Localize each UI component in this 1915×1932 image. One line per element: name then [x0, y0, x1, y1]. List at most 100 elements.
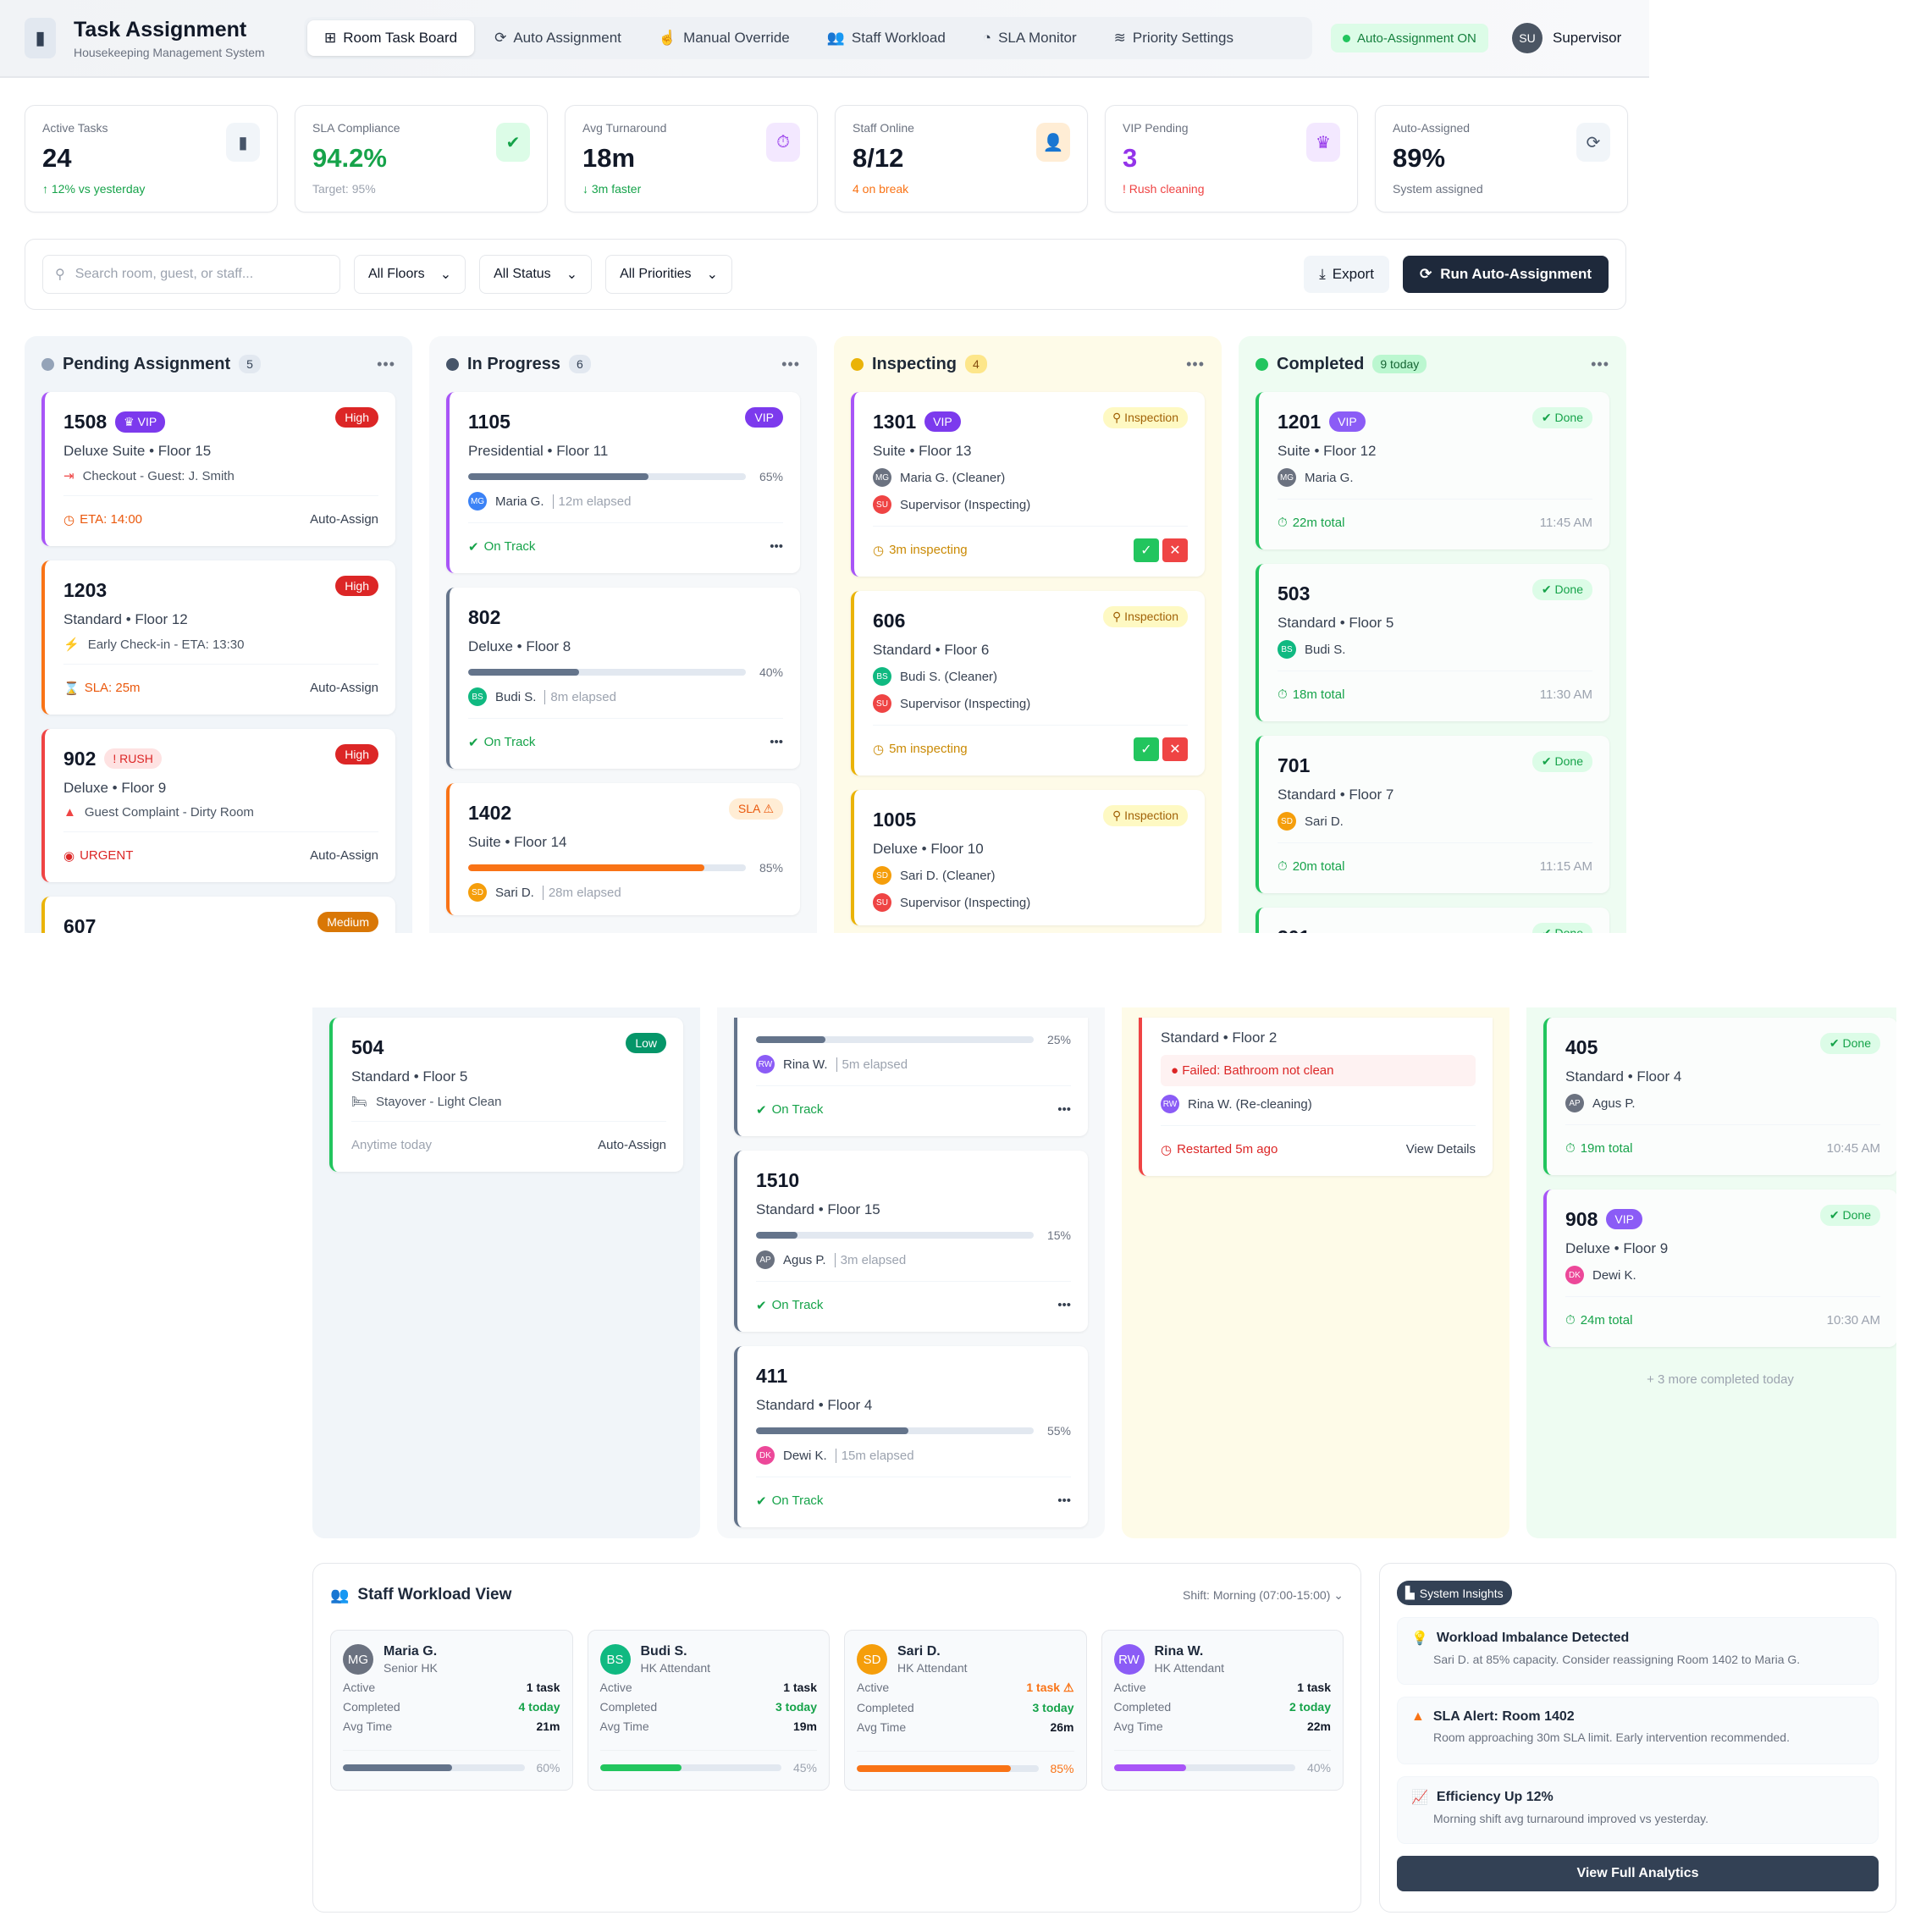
tab-priority-settings[interactable]: ≋ Priority Settings [1097, 20, 1250, 56]
export-button[interactable]: ⤓ Export [1304, 256, 1389, 293]
more-options-button[interactable]: ••• [1057, 1102, 1071, 1117]
tab-staff-workload[interactable]: 👥 Staff Workload [810, 20, 963, 56]
search-input[interactable]: ⚲ Search room, guest, or staff... [42, 255, 340, 294]
more-options-button[interactable]: ••• [1591, 355, 1609, 373]
auto-assign-button[interactable]: Auto-Assign [310, 848, 378, 863]
more-options-button[interactable]: ••• [781, 355, 800, 373]
task-card[interactable]: 411 Standard • Floor 4 55% DK Dewi K. 15m ela… [734, 1346, 1088, 1527]
more-options-button[interactable]: ••• [770, 735, 783, 749]
staff-card[interactable]: RW Rina W. HK Attendant Active 1 task Complet… [1101, 1630, 1344, 1791]
shift-select[interactable]: Shift: Morning (07:00-15:00) ⌄ [1183, 1588, 1344, 1603]
staff-role: HK Attendant [1154, 1661, 1225, 1675]
task-note: ⇥ Checkout - Guest: J. Smith [63, 468, 378, 484]
task-card[interactable]: 607 Medium [41, 897, 395, 933]
row-label: Active [1113, 1681, 1146, 1694]
more-options-button[interactable]: ••• [1057, 1493, 1071, 1508]
task-card[interactable]: 1301 VIP ⚲ Inspection Suite • Floor 13 MG Mar… [851, 392, 1205, 577]
task-card[interactable]: 802 Deluxe • Floor 8 40% BS Budi S. 8m elapse… [446, 588, 800, 769]
more-options-button[interactable]: ••• [1057, 1298, 1071, 1312]
staff-header: RW Rina W. HK Attendant [1113, 1644, 1332, 1675]
user-name: Supervisor [1553, 30, 1622, 46]
tab-manual-override[interactable]: ☝ Manual Override [642, 20, 807, 56]
kanban-board-lower: 504 Low Standard • Floor 5 🛏 Stayover - Ligh… [312, 1007, 1896, 1538]
task-card[interactable]: 908 VIP ✔ Done Deluxe • Floor 9 DK Dewi K. ⏱ 24… [1543, 1190, 1896, 1347]
priority-select[interactable]: All Priorities ⌄ [605, 255, 732, 294]
task-card[interactable]: 1402 SLA ⚠ Suite • Floor 14 85% SD Sari D. 28m… [446, 783, 800, 915]
reject-button[interactable]: ✕ [1162, 737, 1188, 761]
floor-select[interactable]: All Floors ⌄ [354, 255, 466, 294]
staff-name: Sari D. [897, 1644, 941, 1659]
column-title: Completed [1277, 354, 1365, 373]
room-type: Suite • Floor 12 [1278, 443, 1377, 459]
task-card[interactable]: 1510 Standard • Floor 15 15% AP Agus P. 3m el… [734, 1151, 1088, 1332]
auto-assign-button[interactable]: Auto-Assign [310, 512, 378, 527]
footer-text: ETA: 14:00 [80, 512, 143, 527]
run-auto-assignment-button[interactable]: ⟳ Run Auto-Assignment [1402, 256, 1609, 293]
task-card[interactable]: 701 ✔ Done Standard • Floor 7 SD Sari D. ⏱ 20m… [1256, 736, 1609, 893]
progress-bar [756, 1232, 1034, 1239]
room-number: 902 [63, 747, 97, 770]
approve-button[interactable]: ✓ [1134, 538, 1159, 562]
column-header: In Progress 6 ••• [446, 336, 800, 392]
auto-assign-button[interactable]: Auto-Assign [310, 681, 378, 695]
user-menu[interactable]: SU Supervisor [1512, 23, 1621, 53]
task-card[interactable]: 1005 ⚲ Inspection Deluxe • Floor 10 SD Sari … [851, 790, 1205, 925]
row-label: Avg Time [857, 1720, 907, 1734]
task-card[interactable]: 504 Low Standard • Floor 5 🛏 Stayover - Ligh… [329, 1018, 683, 1172]
stat-sub: System assigned [1393, 182, 1483, 196]
more-options-button[interactable]: ••• [377, 355, 395, 373]
load-row: 60% [343, 1750, 560, 1775]
task-card[interactable]: 606 ⚲ Inspection Standard • Floor 6 BS Budi … [851, 591, 1205, 776]
auto-assign-button[interactable]: Auto-Assign [598, 1138, 666, 1152]
status-badge: Medium [317, 912, 378, 932]
status-select[interactable]: All Status ⌄ [479, 255, 593, 294]
load-fill [857, 1765, 1012, 1772]
room-number: 1203 [63, 578, 108, 601]
reject-button[interactable]: ✕ [1162, 538, 1188, 562]
task-card[interactable]: 902 ! RUSH High Deluxe • Floor 9 ▲ Guest Comp… [41, 729, 395, 882]
column-1: 25% RW Rina W. 5m elapsed ✔ On Track ••• 1510 St… [717, 1007, 1105, 1538]
progress-percent: 15% [1046, 1228, 1071, 1242]
card-header: 1105 VIP [468, 407, 783, 436]
task-card[interactable]: 1105 VIP Presidential • Floor 11 65% MG Maria… [446, 392, 800, 573]
select-value: All Priorities [620, 267, 692, 281]
avatar: SU [873, 893, 891, 912]
staff-card[interactable]: SD Sari D. HK Attendant Active 1 task ⚠ Compl… [844, 1630, 1087, 1791]
search-icon: ⚲ [55, 268, 65, 282]
shift-label: Shift: Morning (07:00-15:00) [1183, 1587, 1331, 1602]
progress-row: 15% [756, 1228, 1071, 1242]
more-options-button[interactable]: ••• [770, 539, 783, 554]
task-card[interactable]: 1508 ♛ VIP High Deluxe Suite • Floor 15 ⇥ Che… [41, 392, 395, 546]
task-card[interactable]: Standard • Floor 2 ● Failed: Bathroom not… [1139, 1018, 1493, 1176]
more-options-button[interactable]: ••• [1186, 355, 1205, 373]
task-card[interactable]: 1201 VIP ✔ Done Suite • Floor 12 MG Maria G. ⏱… [1256, 392, 1609, 549]
load-bar [599, 1764, 781, 1771]
tab-auto-assignment[interactable]: ⟳ Auto Assignment [477, 20, 638, 56]
progress-row: 65% [468, 470, 783, 483]
approve-button[interactable]: ✓ [1134, 737, 1159, 761]
tab-sla-monitor[interactable]: ◔ SLA Monitor [966, 20, 1094, 56]
staff-card[interactable]: BS Budi S. HK Attendant Active 1 task Complet… [587, 1630, 830, 1791]
view-details-link[interactable]: View Details [1405, 1142, 1476, 1156]
view-full-analytics-button[interactable]: View Full Analytics [1397, 1856, 1879, 1891]
avatar: SU [873, 694, 891, 713]
task-card[interactable]: 301 ✔ Done [1256, 908, 1609, 933]
column-count: 6 [569, 355, 591, 373]
tab-room-task-board[interactable]: ⊞ Room Task Board [307, 20, 475, 56]
status-badge: High [335, 407, 378, 428]
task-card[interactable]: 25% RW Rina W. 5m elapsed ✔ On Track ••• [734, 1018, 1088, 1136]
footer-text: URGENT [80, 848, 134, 863]
stat-label: Auto-Assigned [1393, 121, 1471, 135]
auto-assignment-status[interactable]: Auto-Assignment ON [1331, 24, 1488, 52]
card-footer: ⏱ 24m total 10:30 AM [1565, 1296, 1880, 1333]
status-dot-icon [851, 357, 864, 371]
card-footer: ◷ 5m inspecting ✓ ✕ [873, 725, 1188, 762]
status-dot-icon [41, 357, 54, 371]
assignee-name: Supervisor (Inspecting) [900, 497, 1031, 512]
task-card[interactable]: 405 ✔ Done Standard • Floor 4 AP Agus P. ⏱ 19m… [1543, 1018, 1896, 1175]
more-completed-link[interactable]: + 3 more completed today [1647, 1372, 1794, 1387]
footer-text: 24m total [1580, 1313, 1633, 1328]
task-card[interactable]: 503 ✔ Done Standard • Floor 5 BS Budi S. ⏱ 18m… [1256, 564, 1609, 721]
staff-card[interactable]: MG Maria G. Senior HK Active 1 task Completed… [330, 1630, 573, 1791]
task-card[interactable]: 1203 High Standard • Floor 12 ⚡ Early Check-… [41, 560, 395, 715]
